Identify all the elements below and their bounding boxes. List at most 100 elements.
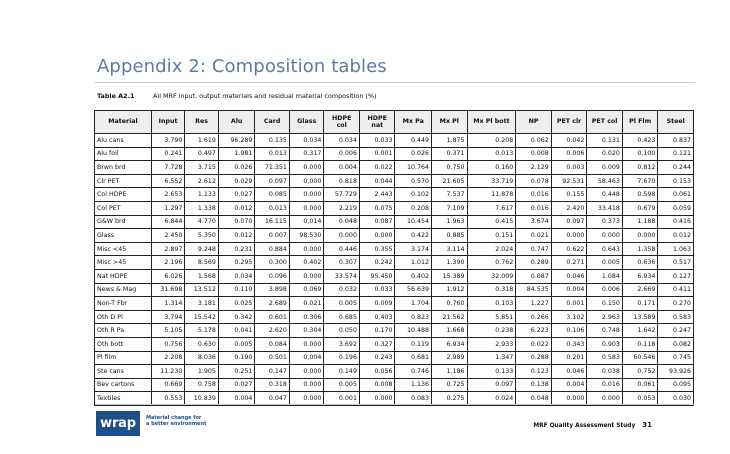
value-cell: 0.046 (550, 268, 588, 284)
value-cell: 1.390 (431, 255, 468, 270)
value-cell: 1.358 (621, 241, 659, 257)
value-cell: 0.402 (394, 268, 433, 284)
value-cell: 0.000 (288, 268, 325, 284)
wrap-logo: wrap (96, 411, 140, 436)
value-cell: 0.026 (217, 160, 256, 175)
value-cell: 7.109 (431, 200, 468, 216)
value-cell: 0.415 (466, 214, 517, 230)
value-cell: 2.129 (515, 160, 552, 175)
value-cell: 0.371 (431, 146, 468, 162)
value-cell: 0.630 (184, 336, 219, 352)
value-cell: 1.012 (394, 255, 433, 270)
value-cell: 1.063 (657, 241, 694, 257)
value-cell: 0.082 (657, 336, 694, 352)
column-header: HDPE nat (358, 110, 396, 134)
value-cell: 0.020 (586, 146, 623, 162)
logo-tagline: Material change for a better environment (146, 415, 226, 427)
table-number: Table A2.1 (97, 92, 135, 100)
value-cell: 33.574 (323, 268, 360, 284)
value-cell: 98.530 (288, 228, 325, 243)
value-cell: 0.745 (657, 350, 694, 366)
value-cell: 0.075 (358, 200, 396, 216)
value-cell: 0.903 (586, 336, 623, 352)
value-cell: 60.546 (621, 350, 659, 366)
table-row: Glass 2.450 5.350 0.012 0.007 98.530 0.000 0.00… (94, 228, 694, 243)
value-cell: 0.289 (515, 255, 552, 270)
table-row: Misc >45 2.196 8.569 0.295 0.300 0.402 0.307 0.… (94, 255, 694, 270)
value-cell: 0.583 (657, 309, 694, 325)
value-cell: 15.389 (431, 268, 468, 284)
value-cell: 0.005 (217, 336, 256, 352)
value-cell: 3.181 (184, 296, 219, 311)
value-cell: 0.119 (394, 336, 433, 352)
value-cell: 0.000 (621, 228, 659, 243)
composition-table: Material Input Res Alu Card Glass HDPE col HDPE… (94, 110, 694, 406)
value-cell: 0.884 (254, 241, 290, 257)
value-cell: 2.612 (184, 173, 219, 189)
column-header: Alu (217, 110, 256, 134)
value-cell: 2.450 (150, 228, 186, 243)
table-caption-text: All MRF input, output materials and resi… (153, 92, 377, 100)
value-cell: 0.000 (288, 187, 325, 202)
value-cell: 33.418 (586, 200, 623, 216)
value-cell: 0.029 (217, 173, 256, 189)
value-cell: 0.746 (394, 364, 433, 379)
value-cell: 1.338 (184, 200, 219, 216)
value-cell: 1.981 (217, 146, 256, 162)
footer-study: MRF Quality Assessment Study 31 (533, 421, 652, 429)
column-header: NP (515, 110, 552, 134)
value-cell: 0.271 (550, 255, 588, 270)
value-cell: 0.050 (323, 323, 360, 338)
value-cell: 0.004 (550, 282, 588, 298)
value-cell: 0.121 (657, 146, 694, 162)
value-cell: 93.926 (657, 364, 694, 379)
value-cell: 96.289 (217, 133, 256, 148)
material-name-cell: Misc <45 (94, 241, 152, 257)
value-cell: 6.026 (150, 268, 186, 284)
value-cell: 1.568 (184, 268, 219, 284)
table-row: Misc <45 2.897 9.248 0.231 0.884 0.000 0.446 0.… (94, 241, 694, 257)
value-cell: 0.013 (466, 146, 517, 162)
value-cell: 0.748 (586, 323, 623, 338)
value-cell: 2.196 (150, 255, 186, 270)
value-cell: 0.837 (657, 133, 694, 148)
value-cell: 0.038 (586, 364, 623, 379)
value-cell: 1.133 (184, 187, 219, 202)
value-cell: 1.297 (150, 200, 186, 216)
value-cell: 0.034 (217, 268, 256, 284)
value-cell: 0.131 (586, 133, 623, 148)
column-header: Mx Pa (394, 110, 433, 134)
material-name-cell: Nat HDPE (94, 268, 152, 284)
value-cell: 0.149 (323, 364, 360, 379)
value-cell: 0.097 (466, 377, 517, 393)
value-cell: 0.306 (288, 309, 325, 325)
table-body: Alu cans 3.790 1.619 96.289 0.135 0.034 0.034 0… (94, 133, 694, 406)
table-row: Oth D Pl 3.794 15.542 0.342 0.601 0.306 0.685 0… (94, 309, 694, 325)
value-cell: 0.006 (586, 282, 623, 298)
value-cell: 1.186 (431, 364, 468, 379)
value-cell: 3.794 (150, 309, 186, 325)
value-cell: 0.756 (150, 336, 186, 352)
column-header: Glass (288, 110, 325, 134)
column-header: Pl Flm (621, 110, 659, 134)
value-cell: 5.851 (466, 309, 517, 325)
value-cell: 0.008 (358, 377, 396, 393)
value-cell: 0.000 (288, 160, 325, 175)
value-cell: 0.403 (358, 309, 396, 325)
value-cell: 5.105 (150, 323, 186, 338)
value-cell: 0.006 (323, 146, 360, 162)
material-name-cell: Brwn brd (94, 160, 152, 175)
value-cell: 0.127 (657, 268, 694, 284)
material-name-cell: G&W brd (94, 214, 152, 230)
material-name-cell: Oth D Pl (94, 309, 152, 325)
value-cell: 0.685 (323, 309, 360, 325)
value-cell: 0.327 (358, 336, 396, 352)
value-cell: 0.317 (288, 146, 325, 162)
value-cell: 2.653 (150, 187, 186, 202)
value-cell: 0.000 (586, 228, 623, 243)
value-cell: 8.569 (184, 255, 219, 270)
value-cell: 0.004 (550, 377, 588, 393)
table-row: Bev cartons 0.669 0.758 0.027 0.318 0.000 0.00… (94, 377, 694, 393)
value-cell: 0.304 (288, 323, 325, 338)
value-cell: 0.009 (358, 296, 396, 311)
